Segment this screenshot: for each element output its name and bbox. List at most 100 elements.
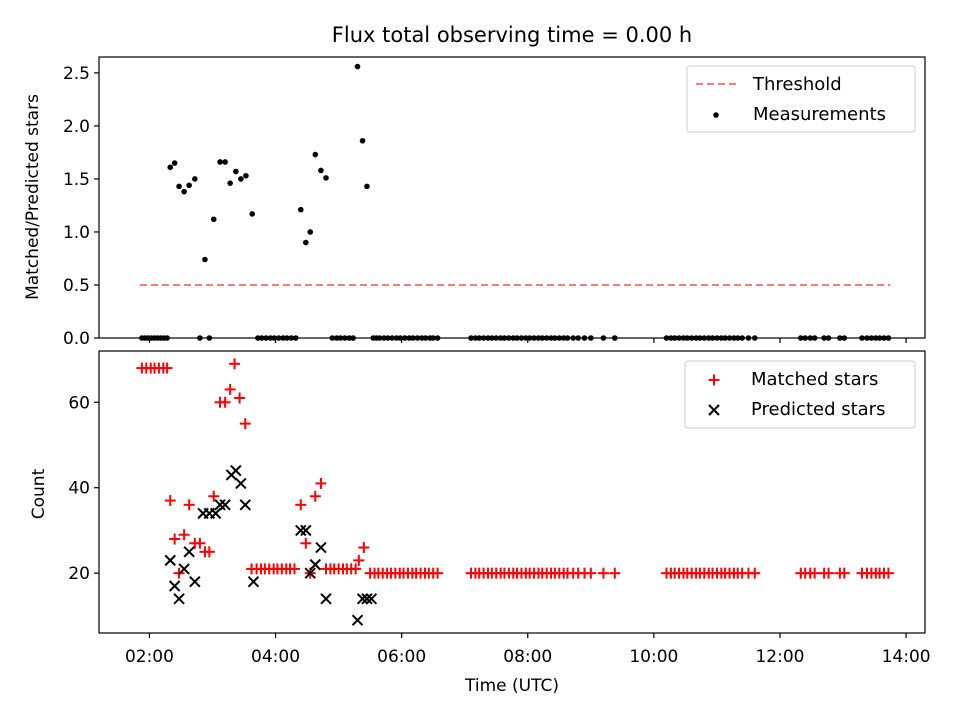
measurement-point <box>354 63 361 70</box>
matched-star-point <box>882 567 894 579</box>
measurement-point <box>312 151 319 158</box>
legend-matched-label: Matched stars <box>751 369 878 390</box>
predicted-star-point <box>304 567 316 579</box>
predicted-star-point <box>320 593 332 605</box>
matched-star-point <box>353 554 365 566</box>
predicted-star-point <box>365 593 378 605</box>
count-x-tick-label: 10:00 <box>629 647 678 667</box>
measurement-point <box>186 182 192 189</box>
matched-star-point <box>432 567 444 579</box>
ratio-panel: Flux total observing time = 0.00 h 0.00.… <box>23 23 926 349</box>
measurement-point <box>238 176 244 182</box>
measurement-point <box>233 168 239 175</box>
measurement-point <box>210 216 217 223</box>
predicted-star-point <box>173 593 185 605</box>
count-x-axis-label: Time (UTC) <box>464 676 559 696</box>
measurement-point <box>307 229 314 235</box>
matched-star-point <box>239 418 251 430</box>
matched-star-point <box>585 567 597 579</box>
legend-measurements-swatch <box>713 112 719 118</box>
ratio-y-axis: 0.0 0.5 1.0 1.5 2.0 2.5 <box>63 64 99 349</box>
count-x-tick-label: 04:00 <box>251 647 300 667</box>
ratio-y-tick-label: 2.5 <box>63 64 90 84</box>
count-y-tick-label: 20 <box>68 564 90 584</box>
ratio-x-axis <box>148 338 907 343</box>
measurement-point <box>359 137 366 144</box>
measurement-point <box>217 159 223 165</box>
ratio-y-tick-label: 0.5 <box>63 276 90 296</box>
predicted-star-point <box>239 499 251 511</box>
count-x-tick-label: 12:00 <box>755 647 804 667</box>
measurement-point <box>249 211 256 217</box>
matched-star-point <box>749 567 761 579</box>
matched-star-point <box>169 533 181 545</box>
count-x-tick-label: 08:00 <box>503 647 552 667</box>
legend-predicted-label: Predicted stars <box>751 399 885 420</box>
count-x-tick-label: 02:00 <box>125 647 174 667</box>
predicted-star-point <box>209 507 222 520</box>
legend-predicted-swatch <box>708 404 720 416</box>
predicted-star-point <box>230 464 242 477</box>
measurement-point <box>202 256 208 263</box>
measurement-point <box>243 172 249 179</box>
predicted-star-point <box>168 580 181 592</box>
matched-star-point <box>838 567 850 579</box>
count-y-tick-label: 60 <box>68 393 90 413</box>
matched-star-point <box>164 495 176 507</box>
legend-predicted-marker <box>708 404 720 416</box>
measurement-point <box>323 175 329 181</box>
ratio-legend: Threshold Measurements <box>686 65 916 133</box>
matched-star-point <box>161 362 173 374</box>
ratio-y-tick-label: 1.5 <box>63 170 90 190</box>
matched-star-point <box>295 499 307 511</box>
chart-title: Flux total observing time = 0.00 h <box>332 23 692 47</box>
measurement-point <box>227 180 233 186</box>
matched-star-point <box>309 490 321 502</box>
ratio-y-axis-label: Matched/Predicted stars <box>23 94 43 300</box>
matched-star-point <box>358 542 370 554</box>
matched-star-point <box>194 537 206 549</box>
measurement-point <box>364 183 370 190</box>
legend-matched-swatch <box>708 374 720 386</box>
measurement-point <box>222 159 228 165</box>
matched-star-point <box>597 567 609 579</box>
count-x-tick-label: 06:00 <box>377 647 426 667</box>
ratio-y-tick-label: 1.0 <box>63 223 90 243</box>
measurement-point <box>303 239 309 246</box>
predicted-star-point <box>219 499 231 511</box>
matched-star-point <box>823 567 835 579</box>
count-y-axis: 20 40 60 <box>68 393 99 584</box>
ratio-axes-frame <box>98 56 926 339</box>
predicted-star-point <box>235 477 247 490</box>
count-axes-frame <box>98 350 926 634</box>
count-y-tick-label: 40 <box>68 479 90 499</box>
legend-matched-marker <box>708 374 720 386</box>
matched-star-point <box>315 477 327 489</box>
matched-star-point <box>300 537 312 549</box>
predicted-star-point <box>361 593 373 605</box>
matched-star-point <box>203 546 215 558</box>
count-x-tick-label: 14:00 <box>882 647 931 667</box>
ratio-y-tick-label: 2.0 <box>63 117 90 137</box>
measurement-point <box>171 160 178 166</box>
predicted-star-point <box>164 554 176 567</box>
measurement-point <box>318 167 324 174</box>
measurement-point <box>297 206 304 213</box>
count-legend-box <box>684 360 916 429</box>
matched-star-point <box>178 529 190 541</box>
matched-star-point <box>219 396 231 408</box>
matched-star-point <box>183 499 195 511</box>
legend-threshold-label: Threshold <box>752 74 842 95</box>
count-legend: Matched stars Predicted stars <box>684 360 916 429</box>
predicted-star-point <box>295 524 307 537</box>
measurement-point <box>167 164 174 171</box>
predicted-star-point <box>247 576 260 588</box>
matched-star-point <box>224 383 236 395</box>
ratio-y-tick-label: 0.0 <box>63 329 90 349</box>
predicted-star-point <box>183 546 195 558</box>
predicted-star-point <box>315 541 327 554</box>
legend-measurements-label: Measurements <box>753 104 886 125</box>
predicted-star-point <box>189 576 201 588</box>
matched-star-point <box>809 567 821 579</box>
